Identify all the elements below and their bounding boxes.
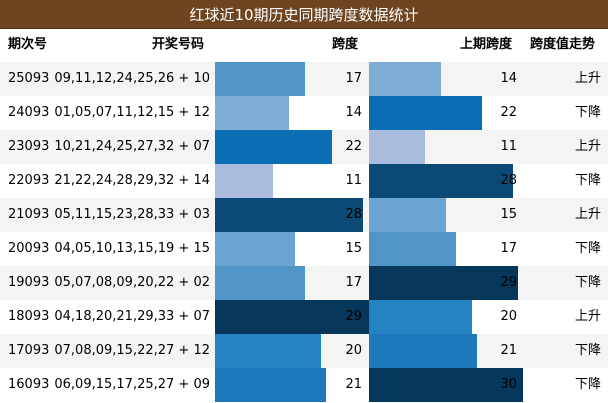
table-row: 23093 10,21,24,25,27,32 + 07 22 11 上升: [0, 130, 608, 164]
span-value: 28: [345, 207, 362, 222]
period-cell: 18093: [8, 309, 50, 324]
prev-span-bar: [369, 334, 477, 368]
header-span: 跨度: [332, 37, 359, 52]
header-period: 期次号: [8, 37, 48, 52]
period-cell: 22093: [8, 173, 50, 188]
table-row: 20093 04,05,10,13,15,19 + 15 15 17 下降: [0, 232, 608, 266]
numbers-cell: 01,05,07,11,12,15 + 12: [54, 105, 210, 120]
prev-span-value: 20: [500, 309, 517, 324]
prev-span-bar: [369, 198, 446, 232]
span-bar: [215, 300, 369, 334]
span-bar: [215, 130, 332, 164]
span-value: 11: [345, 173, 362, 188]
prev-span-value: 30: [500, 377, 517, 392]
numbers-cell: 10,21,24,25,27,32 + 07: [54, 139, 210, 154]
period-cell: 17093: [8, 343, 50, 358]
span-value: 17: [345, 71, 362, 86]
prev-span-bar: [369, 368, 523, 402]
prev-span-value: 11: [500, 139, 517, 154]
table-row: 19093 05,07,08,09,20,22 + 02 17 29 下降: [0, 266, 608, 300]
period-cell: 20093: [8, 241, 50, 256]
span-bar: [215, 266, 305, 300]
prev-span-value: 29: [500, 275, 517, 290]
trend-cell: 上升: [574, 207, 601, 222]
prev-span-value: 15: [500, 207, 517, 222]
prev-span-bar: [369, 96, 482, 130]
numbers-cell: 09,11,12,24,25,26 + 10: [54, 71, 210, 86]
trend-cell: 下降: [574, 275, 601, 290]
prev-span-bar: [369, 130, 425, 164]
table-row: 24093 01,05,07,11,12,15 + 12 14 22 下降: [0, 96, 608, 130]
numbers-cell: 04,18,20,21,29,33 + 07: [54, 309, 210, 324]
span-bar: [215, 96, 289, 130]
trend-cell: 下降: [574, 105, 601, 120]
prev-span-bar: [369, 62, 441, 96]
period-cell: 24093: [8, 105, 50, 120]
table-row: 17093 07,08,09,15,22,27 + 12 20 21 下降: [0, 334, 608, 368]
header-trend: 跨度值走势: [530, 37, 596, 52]
table-row: 25093 09,11,12,24,25,26 + 10 17 14 上升: [0, 62, 608, 96]
span-bar: [215, 164, 273, 198]
trend-cell: 下降: [574, 343, 601, 358]
page-title: 红球近10期历史同期跨度数据统计: [0, 0, 608, 29]
period-cell: 23093: [8, 139, 50, 154]
span-bar: [215, 232, 295, 266]
span-bar: [215, 198, 363, 232]
period-cell: 25093: [8, 71, 50, 86]
header-prev-span: 上期跨度: [460, 37, 513, 52]
numbers-cell: 07,08,09,15,22,27 + 12: [54, 343, 210, 358]
prev-span-bar: [369, 232, 456, 266]
table-header: 期次号 开奖号码 跨度 上期跨度 跨度值走势: [0, 28, 608, 62]
header-numbers: 开奖号码: [152, 37, 205, 52]
table-row: 16093 06,09,15,17,25,27 + 09 21 30 下降: [0, 368, 608, 402]
span-value: 29: [345, 309, 362, 324]
period-cell: 16093: [8, 377, 50, 392]
table-row: 22093 21,22,24,28,29,32 + 14 11 28 下降: [0, 164, 608, 198]
span-value: 15: [345, 241, 362, 256]
prev-span-bar: [369, 266, 518, 300]
table-row: 21093 05,11,15,23,28,33 + 03 28 15 上升: [0, 198, 608, 232]
prev-span-value: 21: [500, 343, 517, 358]
span-bar: [215, 62, 305, 96]
table-row: 18093 04,18,20,21,29,33 + 07 29 20 上升: [0, 300, 608, 334]
span-value: 21: [345, 377, 362, 392]
span-value: 17: [345, 275, 362, 290]
span-bar: [215, 334, 321, 368]
prev-span-bar: [369, 164, 513, 198]
prev-span-bar: [369, 300, 472, 334]
trend-cell: 下降: [574, 241, 601, 256]
prev-span-value: 14: [500, 71, 517, 86]
numbers-cell: 05,07,08,09,20,22 + 02: [54, 275, 210, 290]
numbers-cell: 04,05,10,13,15,19 + 15: [54, 241, 210, 256]
numbers-cell: 06,09,15,17,25,27 + 09: [54, 377, 210, 392]
span-value: 22: [345, 139, 362, 154]
prev-span-value: 22: [500, 105, 517, 120]
numbers-cell: 21,22,24,28,29,32 + 14: [54, 173, 210, 188]
prev-span-value: 17: [500, 241, 517, 256]
prev-span-value: 28: [500, 173, 517, 188]
trend-cell: 下降: [574, 173, 601, 188]
trend-cell: 上升: [574, 71, 601, 86]
span-value: 20: [345, 343, 362, 358]
period-cell: 19093: [8, 275, 50, 290]
trend-cell: 上升: [574, 139, 601, 154]
trend-cell: 下降: [574, 377, 601, 392]
trend-cell: 上升: [574, 309, 601, 324]
numbers-cell: 05,11,15,23,28,33 + 03: [54, 207, 210, 222]
period-cell: 21093: [8, 207, 50, 222]
span-bar: [215, 368, 326, 402]
span-value: 14: [345, 105, 362, 120]
